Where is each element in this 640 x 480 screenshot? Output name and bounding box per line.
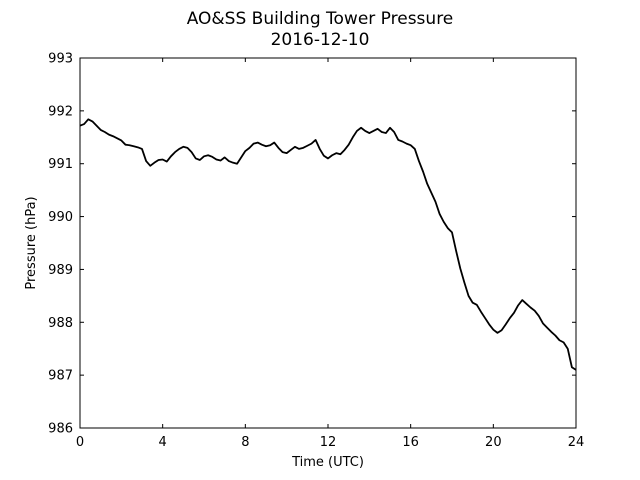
chart-subtitle: 2016-12-10	[271, 30, 370, 50]
plot-frame	[79, 57, 577, 429]
y-tick-label: 992	[48, 104, 73, 119]
axis-ticks: 0 4 8 12 16 20 24 986 987 988 989 990 991 992 993	[48, 52, 584, 451]
x-tick-label: 16	[402, 435, 419, 450]
y-tick-label: 990	[48, 210, 73, 225]
y-tick-label: 987	[48, 369, 73, 384]
x-tick-label: 24	[568, 435, 585, 450]
x-tick-label: 0	[76, 435, 84, 450]
y-axis-label: Pressure (hPa)	[24, 196, 39, 289]
y-tick-label: 988	[48, 316, 73, 331]
x-tick-label: 4	[159, 435, 167, 450]
y-tick-label: 993	[48, 52, 73, 67]
pressure-series-line	[79, 118, 577, 371]
plot-area: 0 4 8 12 16 20 24 986 987 988 989 990 991 992 993	[48, 52, 584, 451]
y-tick-label: 991	[48, 157, 73, 172]
y-tick-label: 986	[48, 422, 73, 437]
y-tick-label: 989	[48, 263, 73, 278]
chart-title: AO&SS Building Tower Pressure	[187, 9, 454, 29]
x-axis-label: Time (UTC)	[291, 455, 364, 470]
x-tick-label: 12	[320, 435, 337, 450]
x-tick-label: 8	[241, 435, 249, 450]
x-tick-label: 20	[485, 435, 502, 450]
